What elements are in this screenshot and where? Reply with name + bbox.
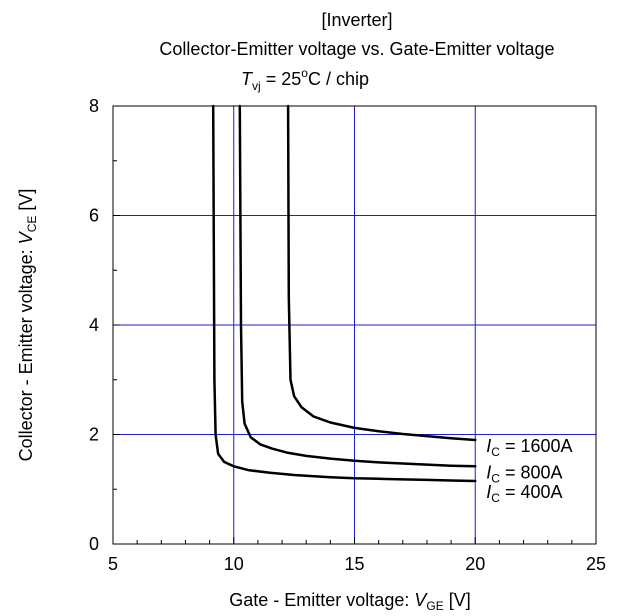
y-tick-label-2: 2 <box>89 425 99 445</box>
series-label-1: IC = 800A <box>486 462 562 485</box>
y-tick-label-6: 6 <box>89 206 99 226</box>
y-tick-label-8: 8 <box>89 96 99 116</box>
chart-title-line2: Collector-Emitter voltage vs. Gate-Emitt… <box>159 39 554 59</box>
title-degree-mark: o <box>301 66 308 80</box>
y-tick-label-0: 0 <box>89 534 99 554</box>
chart-title-line3: Tvj = 25oC / chip <box>241 66 369 93</box>
grid-lines <box>113 106 596 544</box>
title-temp-subscript: vj <box>252 79 261 93</box>
title-temp-symbol: T <box>241 69 254 89</box>
x-tick-label-10: 10 <box>224 554 244 574</box>
x-axis-label-unit: [V] <box>444 590 471 610</box>
y-tick-label-4: 4 <box>89 315 99 335</box>
title-temp-rest: C / chip <box>308 69 369 89</box>
y-axis-label-symbol: V <box>16 230 36 244</box>
series-label-symbol: I <box>486 436 491 456</box>
series-line-1 <box>238 104 477 468</box>
y-axis-label-unit: [V] <box>16 189 36 216</box>
series-label-subscript: C <box>491 445 500 459</box>
x-tick-label-5: 5 <box>108 554 118 574</box>
series-label-subscript: C <box>491 491 500 505</box>
chart-title-line1: [Inverter] <box>321 10 392 30</box>
series-label-0: IC = 1600A <box>486 436 572 459</box>
series-lines <box>211 104 477 483</box>
series-label-symbol: I <box>486 482 491 502</box>
x-axis-label-text: Gate - Emitter voltage: <box>229 590 414 610</box>
series-line-0 <box>286 104 477 442</box>
x-axis-label: Gate - Emitter voltage: VGE [V] <box>229 590 470 613</box>
y-axis-label: Collector - Emitter voltage: VCE [V] <box>16 189 39 462</box>
y-axis-label-text: Collector - Emitter voltage: <box>16 244 36 461</box>
series-label-value: = 1600A <box>500 436 573 456</box>
tick-labels: 5 10 15 20 25 0 2 4 6 8 <box>89 96 606 574</box>
series-line-2 <box>211 104 477 483</box>
title-temp-value: = 25 <box>261 69 302 89</box>
x-tick-label-20: 20 <box>465 554 485 574</box>
series-label-value: = 800A <box>500 462 563 482</box>
series-label-value: = 400A <box>500 482 563 502</box>
x-tick-label-15: 15 <box>344 554 364 574</box>
x-tick-label-25: 25 <box>586 554 606 574</box>
y-axis-label-subscript: CE <box>25 216 39 233</box>
axis-ticks <box>112 105 597 545</box>
series-label-subscript: C <box>491 471 500 485</box>
series-label-symbol: I <box>486 462 491 482</box>
x-axis-label-subscript: GE <box>426 599 443 613</box>
x-axis-label-symbol: V <box>414 590 428 610</box>
series-label-2: IC = 400A <box>486 482 562 505</box>
